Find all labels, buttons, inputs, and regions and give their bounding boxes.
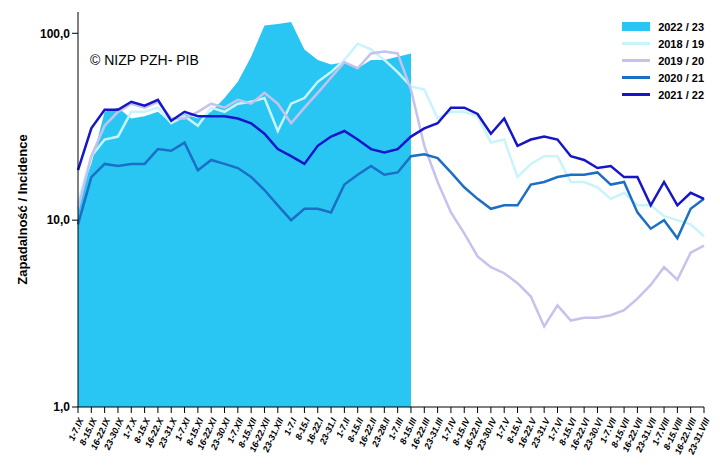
svg-text:16-22.VII: 16-22.VII — [620, 416, 645, 454]
svg-text:1-7.VII: 1-7.VII — [598, 416, 619, 445]
svg-text:16-22.VI: 16-22.VI — [568, 416, 592, 452]
svg-text:16-22.VIII: 16-22.VIII — [672, 416, 699, 456]
html-text:2022 / 23: 2022 / 23 — [658, 20, 704, 33]
svg-text:1-7.III: 1-7.III — [386, 416, 406, 442]
svg-text:8-15.XII: 8-15.XII — [236, 416, 259, 450]
svg-text:Zapadalność / Incidence: Zapadalność / Incidence — [15, 134, 30, 284]
svg-text:23-31.I: 23-31.I — [317, 416, 339, 446]
svg-text:8-15.V: 8-15.V — [504, 416, 526, 445]
svg-text:1-7.I: 1-7.I — [282, 416, 299, 437]
svg-text:8-15.VI: 8-15.VI — [557, 416, 579, 447]
svg-text:23-31.X: 23-31.X — [156, 416, 179, 450]
svg-text:16-22.X: 16-22.X — [143, 416, 166, 450]
svg-text:16-22.V: 16-22.V — [516, 416, 539, 450]
svg-text:1-7.VI: 1-7.VI — [545, 416, 566, 443]
svg-text:23-30.XI: 23-30.XI — [208, 416, 233, 452]
svg-text:23-31.VIII: 23-31.VIII — [686, 416, 712, 457]
svg-text:1-7.IV: 1-7.IV — [439, 416, 459, 443]
svg-text:23-31.V: 23-31.V — [529, 416, 552, 450]
svg-text:1-7.IX: 1-7.IX — [66, 416, 86, 443]
svg-text:23-28.II: 23-28.II — [370, 416, 392, 449]
svg-text:1-7.XII: 1-7.XII — [225, 416, 246, 445]
svg-text:1-7.V: 1-7.V — [493, 416, 512, 440]
svg-text:16-22.XI: 16-22.XI — [195, 416, 219, 452]
svg-text:8-15.I: 8-15.I — [293, 416, 312, 442]
svg-text:8-15.II: 8-15.II — [345, 416, 366, 444]
html-text:2021 / 22: 2021 / 22 — [658, 88, 704, 101]
svg-text:23-31.VII: 23-31.VII — [633, 416, 659, 454]
svg-text:16-22.IV: 16-22.IV — [461, 416, 486, 452]
svg-text:8-15.X: 8-15.X — [131, 416, 153, 445]
svg-text:23-30.VI: 23-30.VI — [581, 416, 606, 452]
html-text:2019 / 20: 2019 / 20 — [658, 54, 704, 67]
svg-text:8-15.IV: 8-15.IV — [450, 416, 472, 447]
svg-text:23-31.XII: 23-31.XII — [260, 416, 285, 455]
svg-text:10,0: 10,0 — [47, 213, 71, 227]
svg-text:1-7.II: 1-7.II — [334, 416, 352, 440]
svg-text:1-7.XI: 1-7.XI — [172, 416, 193, 443]
svg-text:23-30.IX: 23-30.IX — [102, 416, 126, 452]
svg-text:100,0: 100,0 — [40, 27, 70, 41]
svg-text:16-22.IX: 16-22.IX — [88, 416, 113, 452]
svg-text:8-15.VIII: 8-15.VIII — [661, 416, 685, 452]
svg-text:1-7.VIII: 1-7.VIII — [650, 416, 672, 447]
svg-text:8-15.VII: 8-15.VII — [609, 416, 632, 450]
html-text:2018 / 19: 2018 / 19 — [658, 37, 704, 50]
svg-text:16-22.XII: 16-22.XII — [247, 416, 273, 454]
svg-text:23-30.IV: 23-30.IV — [475, 416, 499, 452]
svg-text:16-22.I: 16-22.I — [304, 416, 326, 446]
svg-text:8-15.III: 8-15.III — [397, 416, 419, 446]
svg-text:1,0: 1,0 — [53, 400, 70, 414]
svg-text:8-15.XI: 8-15.XI — [184, 416, 206, 447]
svg-text:16-22.III: 16-22.III — [408, 416, 432, 451]
html-text:© NIZP PZH- PIB: © NIZP PZH- PIB — [90, 52, 199, 68]
svg-text:1-7.X: 1-7.X — [120, 416, 139, 440]
svg-text:23-31.III: 23-31.III — [422, 416, 446, 451]
svg-text:16-22.II: 16-22.II — [356, 416, 379, 449]
html-text:2020 / 21: 2020 / 21 — [658, 71, 704, 84]
svg-text:8-15.IX: 8-15.IX — [77, 416, 99, 447]
